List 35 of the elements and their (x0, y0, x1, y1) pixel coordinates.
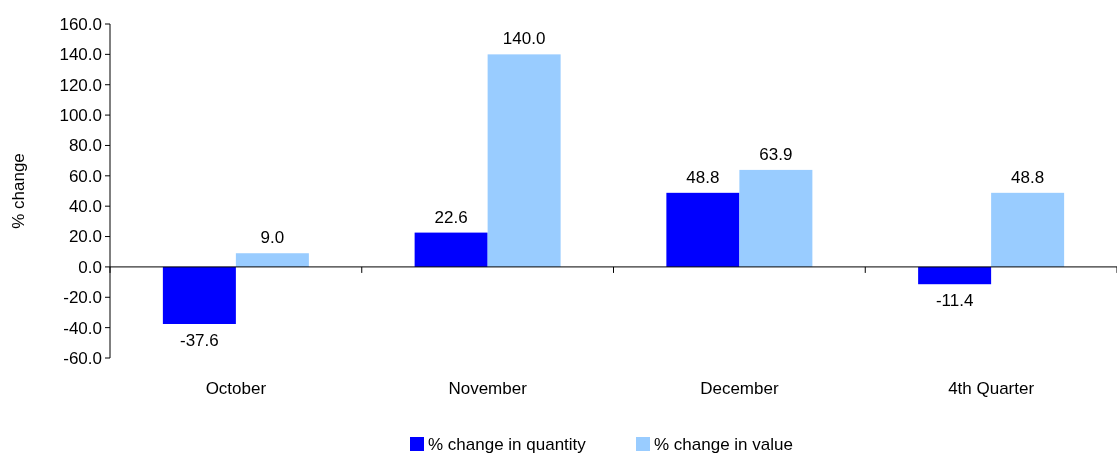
y-tick-label: -40.0 (63, 318, 102, 338)
data-label: 63.9 (759, 144, 793, 164)
data-label: 22.6 (434, 207, 468, 227)
y-tick-label: 0.0 (78, 257, 102, 277)
data-label: 9.0 (260, 228, 285, 248)
y-tick-label: 60.0 (68, 166, 102, 186)
data-label: -37.6 (180, 330, 219, 350)
bar (918, 266, 992, 285)
data-label: 140.0 (502, 29, 546, 49)
y-tick-label: 20.0 (68, 227, 102, 247)
y-tick-label: 80.0 (68, 136, 102, 156)
y-tick-label: 120.0 (59, 75, 102, 95)
bar (414, 232, 488, 267)
legend-label: % change in quantity (428, 434, 587, 453)
y-tick-label: 40.0 (68, 197, 102, 217)
legend-label: % change in value (654, 434, 793, 453)
x-tick-label: October (205, 379, 267, 398)
y-tick-label: -20.0 (63, 288, 102, 308)
x-tick-label: 4th Quarter (948, 379, 1035, 398)
bar (739, 169, 813, 267)
data-label: 48.8 (686, 167, 720, 187)
bar (235, 253, 309, 267)
bar (487, 54, 561, 267)
data-label: 48.8 (1011, 167, 1045, 187)
y-tick-label: -60.0 (63, 348, 102, 368)
y-tick-label: 160.0 (59, 14, 102, 34)
y-tick-label: 100.0 (59, 106, 102, 126)
data-label: -11.4 (935, 291, 974, 311)
bar (991, 192, 1065, 267)
x-tick-label: November (448, 379, 528, 398)
bar (162, 266, 236, 324)
bar (666, 192, 740, 267)
y-axis-title: % change (9, 153, 28, 229)
y-tick-label: 140.0 (59, 45, 102, 65)
x-tick-label: December (700, 379, 779, 398)
